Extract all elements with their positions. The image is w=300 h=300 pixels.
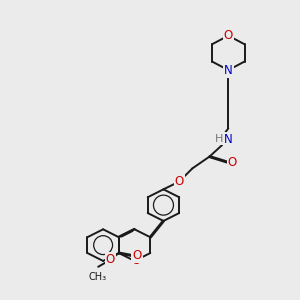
Text: H: H: [215, 134, 224, 144]
Text: N: N: [224, 64, 233, 76]
Text: O: O: [228, 156, 237, 169]
Text: O: O: [175, 175, 184, 188]
Text: CH₃: CH₃: [88, 272, 106, 281]
Text: O: O: [131, 254, 141, 267]
Text: N: N: [224, 133, 233, 146]
Text: O: O: [133, 249, 142, 262]
Text: O: O: [105, 254, 115, 266]
Text: O: O: [224, 29, 233, 42]
